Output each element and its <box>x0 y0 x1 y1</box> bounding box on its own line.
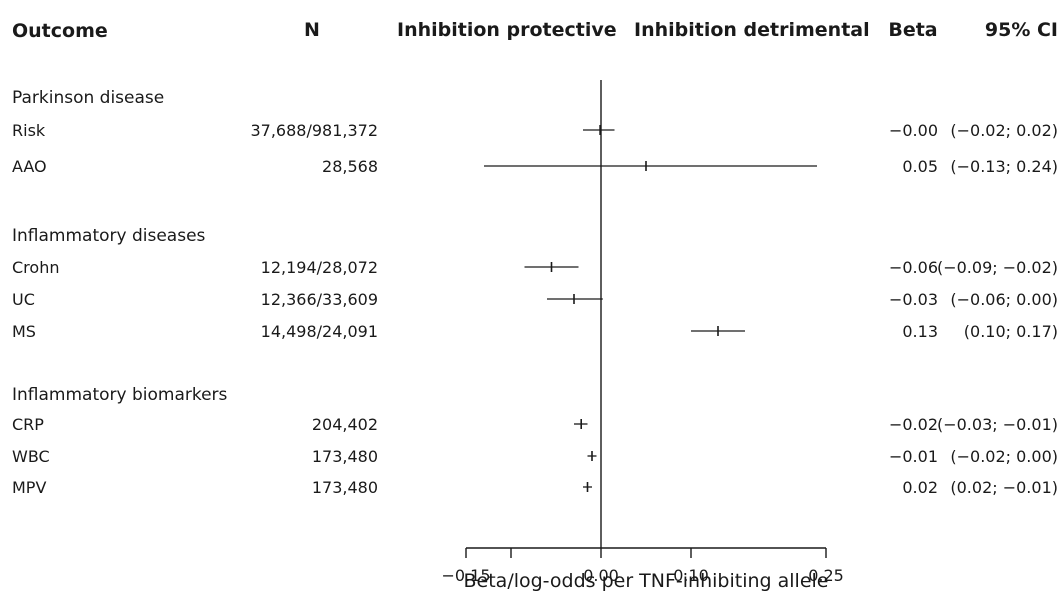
header-n: N <box>304 19 320 41</box>
row-n-value: 37,688/981,372 <box>250 121 378 140</box>
row-beta-value: 0.05 <box>902 157 938 176</box>
row-ci-value: (−0.09; −0.02) <box>937 258 1058 277</box>
row-beta-value: −0.00 <box>889 121 938 140</box>
x-axis-label: Beta/log-odds per TNF-inhibiting allele <box>464 570 829 592</box>
forest-rows: Parkinson disease Risk 37,688/981,372 −0.00… <box>12 80 1058 548</box>
row-ci-value: (−0.02; 0.00) <box>950 447 1058 466</box>
row-outcome-label: AAO <box>12 157 47 176</box>
header-inhibition-detrimental: Inhibition detrimental <box>634 19 870 41</box>
row-outcome-label: Crohn <box>12 258 59 277</box>
group-header: Inflammatory biomarkers <box>12 385 228 405</box>
row-n-value: 204,402 <box>312 415 378 434</box>
row-ci-value: (0.10; 0.17) <box>964 322 1058 341</box>
row-beta-value: 0.13 <box>902 322 938 341</box>
row-beta-value: −0.01 <box>889 447 938 466</box>
row-n-value: 28,568 <box>322 157 378 176</box>
x-tick-label: 0.25 <box>808 566 844 585</box>
row-beta-value: 0.02 <box>902 478 938 497</box>
row-n-value: 12,194/28,072 <box>261 258 378 277</box>
row-n-value: 173,480 <box>312 478 378 497</box>
row-outcome-label: MPV <box>12 478 46 497</box>
row-ci-value: (−0.06; 0.00) <box>950 290 1058 309</box>
row-ci-value: (−0.03; −0.01) <box>937 415 1058 434</box>
row-ci-value: (−0.13; 0.24) <box>950 157 1058 176</box>
row-ci-value: (−0.02; 0.02) <box>950 121 1058 140</box>
header-outcome: Outcome <box>12 20 108 42</box>
header-ci: 95% CI <box>985 19 1058 41</box>
row-n-value: 12,366/33,609 <box>261 290 378 309</box>
header-inhibition-protective: Inhibition protective <box>397 19 617 41</box>
group-header: Parkinson disease <box>12 88 164 108</box>
row-ci-value: (0.02; −0.01) <box>950 478 1058 497</box>
row-beta-value: −0.03 <box>889 290 938 309</box>
row-n-value: 14,498/24,091 <box>261 322 378 341</box>
row-n-value: 173,480 <box>312 447 378 466</box>
row-outcome-label: UC <box>12 290 35 309</box>
row-outcome-label: Risk <box>12 121 46 140</box>
x-tick-label: 0.10 <box>673 566 709 585</box>
header-beta: Beta <box>888 19 937 41</box>
row-outcome-label: CRP <box>12 415 44 434</box>
row-outcome-label: WBC <box>12 447 50 466</box>
row-outcome-label: MS <box>12 322 36 341</box>
x-tick-label: −0.15 <box>441 566 490 585</box>
row-beta-value: −0.06 <box>889 258 938 277</box>
group-header: Inflammatory diseases <box>12 226 206 246</box>
x-tick-label: 0.00 <box>583 566 619 585</box>
x-axis: −0.15 0.00 0.10 0.25 <box>441 547 844 585</box>
row-beta-value: −0.02 <box>889 415 938 434</box>
